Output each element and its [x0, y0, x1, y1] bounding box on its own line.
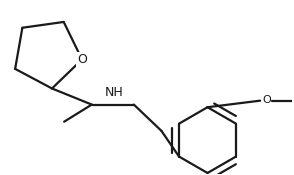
Text: O: O	[77, 53, 87, 66]
Text: NH: NH	[105, 86, 123, 99]
Text: O: O	[262, 95, 271, 105]
